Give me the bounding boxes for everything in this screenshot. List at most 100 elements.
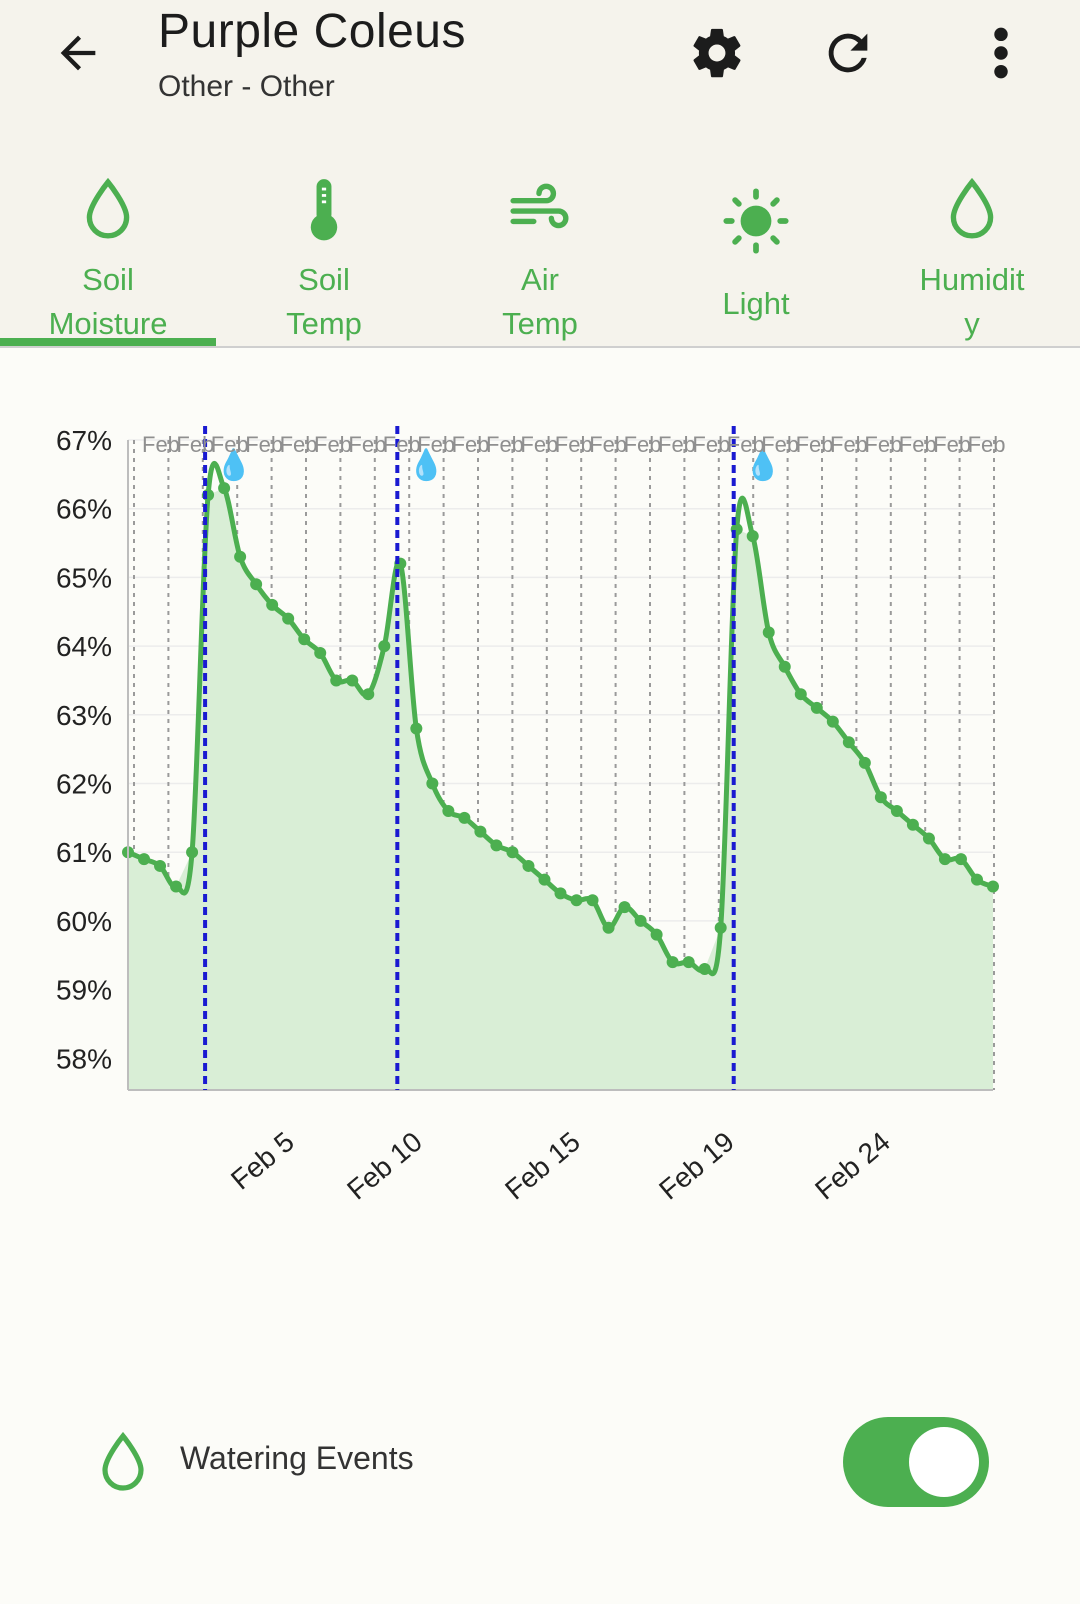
top-day-label: Feb <box>727 432 765 457</box>
data-point <box>250 578 263 591</box>
tab-soil-moisture[interactable]: Soil Moisture <box>0 140 216 346</box>
data-point <box>154 859 167 872</box>
wind-icon <box>510 183 569 229</box>
y-tick-label: 62% <box>56 769 112 800</box>
data-point <box>698 962 711 975</box>
top-day-label: Feb <box>417 432 455 457</box>
data-point <box>298 633 311 646</box>
active-tab-indicator <box>0 338 216 346</box>
data-point <box>362 688 375 701</box>
data-point <box>890 804 903 817</box>
top-day-label: Feb <box>142 432 180 457</box>
data-point <box>522 859 535 872</box>
data-point <box>954 853 967 866</box>
chart-svg: 💧 💧 💧67%66%65%64%63%62%61%60%59%58%FebFebF… <box>56 425 1006 1206</box>
y-tick-label: 65% <box>56 562 112 593</box>
data-point <box>762 626 775 639</box>
x-tick-label: Feb 5 <box>225 1126 300 1196</box>
data-point <box>618 901 631 914</box>
moisture-area <box>128 488 993 1091</box>
data-point <box>170 880 183 893</box>
soil-moisture-chart: 💧 💧 💧 67% 66% 65% 64% 63% 62% 61% 60% 59% 58% Feb Feb F… <box>0 400 1080 1260</box>
more-options-button[interactable] <box>961 13 1041 93</box>
tab-label: Light <box>722 286 790 321</box>
tab-humidity[interactable]: Humidit y <box>864 140 1080 346</box>
sensor-tabs: Soil Moisture Soil Temp Air Temp <box>0 140 1080 348</box>
data-point <box>666 956 679 969</box>
data-point <box>906 818 919 831</box>
tab-air-temp[interactable]: Air Temp <box>432 140 648 346</box>
droplet-outline-icon <box>102 1432 144 1491</box>
y-tick-label: 63% <box>56 700 112 731</box>
data-point <box>474 825 487 838</box>
data-point <box>442 804 455 817</box>
x-tick-label: Feb 10 <box>341 1126 428 1206</box>
data-point <box>314 646 327 659</box>
tab-light[interactable]: Light <box>648 140 864 346</box>
top-day-label: Feb <box>933 432 971 457</box>
data-point <box>426 777 439 790</box>
top-day-label: Feb <box>245 432 283 457</box>
data-point <box>490 839 503 852</box>
y-tick-label: 59% <box>56 975 112 1006</box>
watering-events-label: Watering Events <box>180 1440 414 1476</box>
tab-soil-temp[interactable]: Soil Temp <box>216 140 432 346</box>
watering-event-marker: 💧 <box>744 447 781 483</box>
tab-label: Soil <box>82 262 134 297</box>
top-day-label: Feb <box>520 432 558 457</box>
y-tick-label: 61% <box>56 837 112 868</box>
top-day-label: Feb <box>383 432 421 457</box>
toggle-knob <box>909 1427 979 1497</box>
data-point <box>938 853 951 866</box>
tab-label: Temp <box>286 306 362 341</box>
arrow-left-icon <box>60 35 96 71</box>
x-tick-label: Feb 24 <box>809 1126 896 1206</box>
data-point <box>794 688 807 701</box>
refresh-icon <box>828 33 868 73</box>
data-point <box>810 701 823 714</box>
data-point <box>778 660 791 673</box>
top-day-label: Feb <box>624 432 662 457</box>
droplet-outline-icon <box>86 178 130 239</box>
data-point <box>634 914 647 927</box>
y-tick-label: 66% <box>56 494 112 525</box>
data-point <box>506 846 519 859</box>
tab-label: Soil <box>298 262 350 297</box>
tab-label: y <box>964 306 980 341</box>
back-button[interactable] <box>38 13 118 93</box>
top-day-label: Feb <box>589 432 627 457</box>
data-point <box>842 736 855 749</box>
tab-label: Air <box>521 262 559 297</box>
top-day-label: Feb <box>211 432 249 457</box>
data-point <box>570 894 583 907</box>
data-point <box>410 722 423 735</box>
data-point <box>746 530 759 543</box>
top-day-label: Feb <box>348 432 386 457</box>
tab-label: Temp <box>502 306 578 341</box>
settings-button[interactable] <box>677 13 757 93</box>
refresh-button[interactable] <box>808 13 888 93</box>
data-point <box>650 928 663 941</box>
data-point <box>554 887 567 900</box>
top-day-label: Feb <box>968 432 1006 457</box>
data-point <box>922 832 935 845</box>
gear-icon <box>693 28 741 78</box>
data-point <box>826 715 839 728</box>
data-point <box>987 880 999 893</box>
data-point <box>282 612 295 625</box>
top-day-label: Feb <box>280 432 318 457</box>
tab-label: Moisture <box>48 306 168 341</box>
data-point <box>602 921 615 934</box>
top-day-label: Feb <box>796 432 834 457</box>
top-day-label: Feb <box>658 432 696 457</box>
watering-events-toggle[interactable] <box>843 1417 989 1507</box>
x-tick-label: Feb 15 <box>499 1126 586 1206</box>
data-point <box>858 756 871 769</box>
data-point <box>266 598 279 611</box>
top-day-label: Feb <box>692 432 730 457</box>
top-day-label: Feb <box>761 432 799 457</box>
top-day-label: Feb <box>830 432 868 457</box>
top-day-label: Feb <box>864 432 902 457</box>
tab-label: Humidit <box>919 262 1025 297</box>
data-point <box>714 921 727 934</box>
